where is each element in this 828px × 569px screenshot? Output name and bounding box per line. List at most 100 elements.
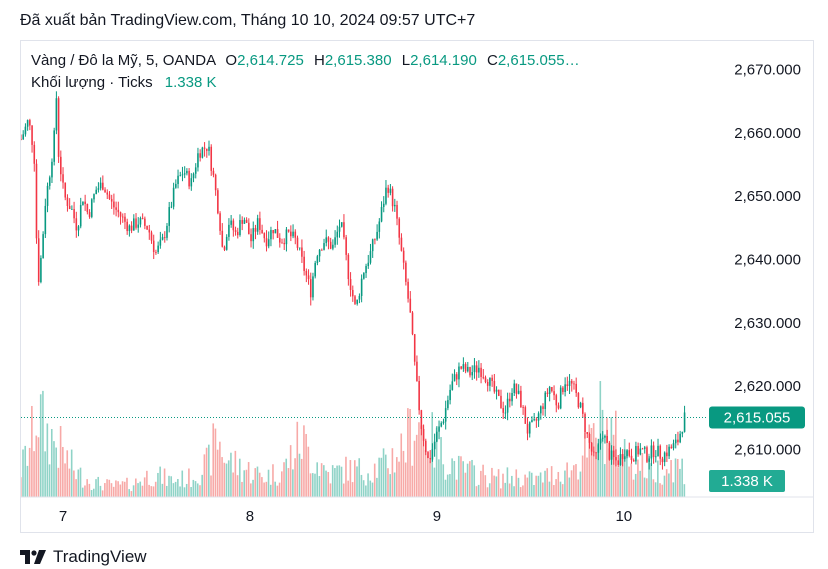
candle-body [526, 423, 529, 434]
candle-body [458, 366, 460, 380]
candle-body [385, 187, 387, 204]
candle-body [517, 390, 520, 394]
volume-bar [402, 450, 405, 497]
volume-bars-layer [21, 381, 686, 497]
candle-body [679, 433, 681, 443]
candle-body [347, 254, 350, 280]
volume-bar [219, 441, 221, 497]
volume-bar [250, 483, 252, 497]
candle-body [219, 213, 221, 231]
volume-bar [544, 470, 546, 497]
candle-body [214, 174, 217, 191]
candle-body [537, 413, 540, 421]
candle-body [46, 185, 49, 206]
candle-body [148, 229, 151, 233]
volume-bar [48, 464, 51, 497]
volume-bar [396, 457, 398, 497]
volume-bar [70, 449, 73, 497]
volume-bar [272, 464, 274, 497]
volume-bar [457, 455, 460, 497]
candle-body [73, 209, 75, 219]
candle-body [312, 276, 314, 298]
volume-bar [214, 428, 217, 497]
ohlc-legend-row[interactable]: Vàng / Đô la Mỹ, 5, OANDA O2,614.725 H2,… [31, 50, 580, 72]
candle-body [409, 298, 412, 313]
symbol-label[interactable]: Vàng / Đô la Mỹ, 5, OANDA [31, 52, 216, 69]
candle-body [493, 380, 496, 392]
volume-bar [592, 423, 595, 497]
volume-bar [634, 473, 637, 497]
volume-bar [334, 468, 336, 497]
volume-bar [674, 458, 677, 497]
candle-body [606, 435, 608, 443]
candle-body [502, 408, 504, 413]
volume-bar [493, 475, 495, 497]
volume-bar [420, 425, 422, 497]
candle-body [336, 231, 339, 238]
volume-bar [287, 468, 290, 497]
volume-bar [157, 472, 159, 497]
volume-bar [106, 479, 108, 497]
candle-body [208, 146, 210, 151]
candle-body [170, 206, 173, 208]
candle-body [90, 199, 93, 217]
candle-body [462, 364, 465, 369]
candle-body [626, 450, 628, 457]
volume-bar [422, 425, 425, 497]
volume-bar [234, 450, 237, 497]
candle-body [486, 382, 489, 386]
volume-bar [659, 483, 661, 497]
volume-bar [192, 479, 195, 497]
volume-bar [393, 472, 396, 497]
candle-body [444, 408, 447, 422]
volume-bar [130, 491, 133, 497]
candle-body [584, 413, 586, 433]
volume-bar [621, 454, 624, 497]
candle-body [400, 237, 403, 251]
volume-bar [35, 435, 38, 497]
volume-bar [59, 426, 62, 497]
volume-legend-row[interactable]: Khối lượng · Ticks 1.338 K [31, 72, 580, 94]
volume-bar [513, 486, 515, 497]
candle-body [612, 450, 615, 458]
volume-bar [668, 473, 670, 497]
candle-body [577, 392, 580, 408]
volume-bar [276, 485, 279, 497]
volume-bar [679, 468, 681, 497]
volume-bar [542, 482, 544, 497]
volume-bar [446, 474, 449, 497]
volume-bar [440, 437, 442, 497]
candle-body [110, 198, 113, 202]
last-volume-label-bg [709, 470, 785, 492]
volume-bar [524, 474, 526, 497]
candle-body [314, 262, 316, 277]
volume-bar [143, 477, 146, 497]
candle-body [221, 230, 224, 247]
chart-legend: Vàng / Đô la Mỹ, 5, OANDA O2,614.725 H2,… [31, 50, 580, 94]
volume-bar [495, 476, 498, 497]
volume-bar [263, 482, 265, 497]
candle-body [285, 229, 288, 245]
volume-bar [172, 483, 175, 497]
volume-bar [453, 460, 456, 497]
candle-body [506, 398, 509, 413]
volume-label[interactable]: Khối lượng · Ticks [31, 74, 153, 91]
candle-body [24, 126, 27, 135]
volume-bar [623, 439, 626, 497]
chart-frame[interactable]: 2,670.000 2,660.000 2,650.000 2,640.000 2,63… [20, 40, 814, 533]
candle-body [500, 395, 502, 409]
candle-body [283, 242, 286, 245]
candle-body [270, 230, 272, 240]
volume-bar [148, 484, 150, 497]
volume-bar [506, 467, 509, 497]
tradingview-brand[interactable]: TradingView [20, 547, 147, 567]
volume-bar [203, 454, 206, 497]
candle-body [254, 228, 257, 232]
volume-bar [150, 486, 153, 497]
candle-body [504, 412, 507, 414]
candle-body [544, 392, 547, 409]
price-chart[interactable]: 2,670.000 2,660.000 2,650.000 2,640.000 2,63… [21, 41, 813, 532]
candle-body [396, 204, 398, 219]
candle-body [104, 189, 106, 193]
candle-body [245, 219, 248, 223]
